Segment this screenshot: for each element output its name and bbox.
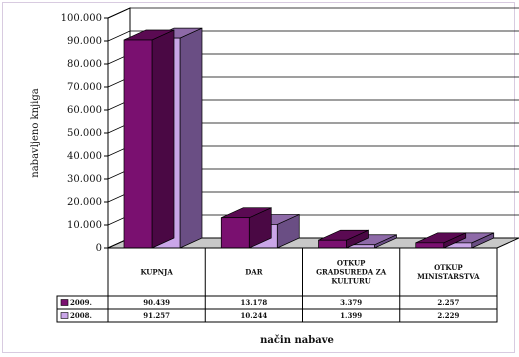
- bar-2009.-90439: [123, 39, 153, 249]
- bar-side: [151, 29, 175, 249]
- y-tick-label: 60.000: [67, 105, 102, 116]
- table-cell: 2.229: [437, 311, 459, 320]
- category-label: OTKUP: [434, 263, 463, 272]
- legend-key-2008.: [60, 312, 69, 319]
- y-tick-label: 50.000: [67, 128, 102, 139]
- legend-label: 2009.: [70, 298, 92, 307]
- gridline: [107, 7, 519, 19]
- table-cell: 1.399: [340, 311, 362, 320]
- y-tick-label: 80.000: [67, 59, 102, 70]
- y-tick-label: 40.000: [67, 151, 102, 162]
- table-cell: 10.244: [240, 311, 267, 320]
- bar-side: [179, 27, 203, 249]
- category-label: KUPNJA: [140, 268, 173, 277]
- table-cell: 91.257: [143, 311, 170, 320]
- bar-2009.-2257: [415, 242, 445, 249]
- y-tick-label: 20.000: [67, 197, 102, 208]
- bar-2009.-3379: [318, 239, 347, 249]
- y-tick-label: 10.000: [67, 220, 102, 231]
- y-tick-label: 0: [96, 243, 102, 254]
- table-cell: 2.257: [437, 298, 459, 307]
- category-label: MINISTARSTVA: [417, 272, 480, 281]
- gridline: [107, 30, 519, 42]
- chart-frame: [2, 2, 515, 353]
- table-cell: 13.178: [240, 298, 267, 307]
- legend-key-2009.: [60, 299, 69, 306]
- category-label: GRADSUREDA ZA: [316, 268, 387, 277]
- category-label: DAR: [245, 268, 263, 277]
- x-axis-label: način nabave: [260, 335, 334, 346]
- legend-label: 2008.: [70, 311, 92, 320]
- table-cell: 90.439: [143, 298, 170, 307]
- category-label: OTKUP: [337, 259, 366, 268]
- table-cell: 3.379: [340, 298, 362, 307]
- y-axis-label: nabavljeno knjiga: [30, 88, 41, 177]
- y-tick-label: 30.000: [67, 174, 102, 185]
- category-label: KULTURU: [331, 277, 371, 286]
- y-tick-label: 100.000: [61, 13, 102, 24]
- bar-2009.-13178: [220, 217, 250, 249]
- y-tick-label: 90.000: [67, 36, 102, 47]
- y-tick-label: 70.000: [67, 82, 102, 93]
